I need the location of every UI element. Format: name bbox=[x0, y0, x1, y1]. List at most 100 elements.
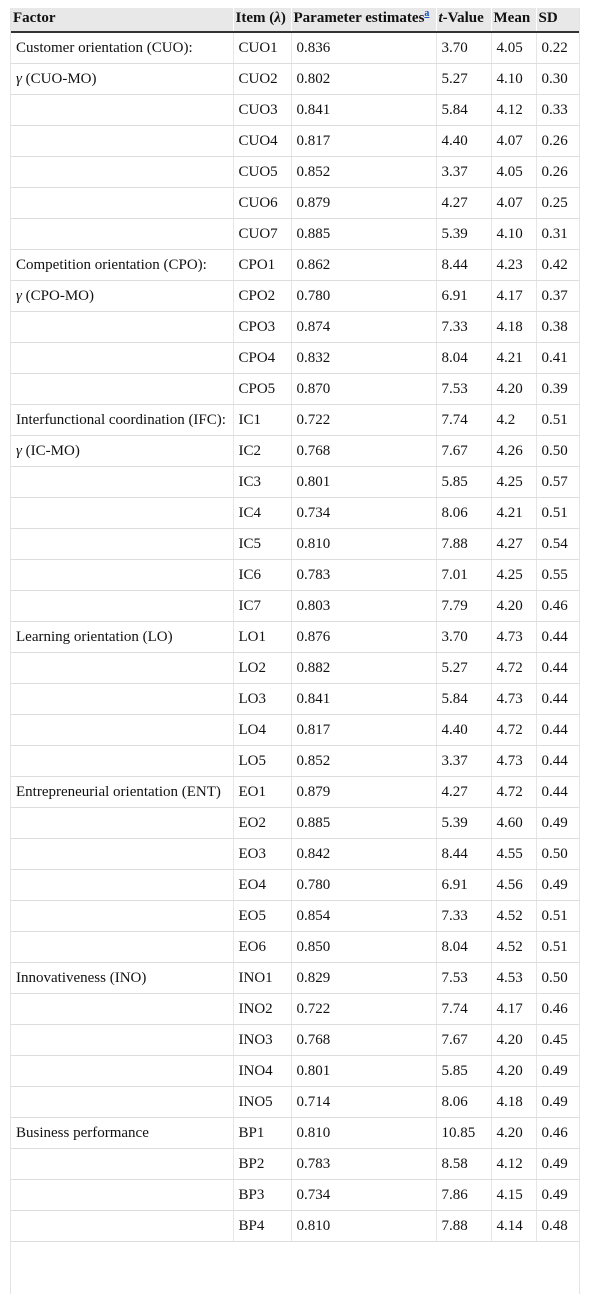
value-cell: CUO3 bbox=[233, 94, 292, 126]
table-row: BP3 0.734 7.86 4.15 0.49 bbox=[11, 1179, 579, 1211]
factor-cell bbox=[11, 528, 234, 560]
table-row: IC3 0.801 5.85 4.25 0.57 bbox=[11, 466, 579, 498]
value-cell: 0.862 bbox=[291, 249, 437, 281]
factor-cell bbox=[11, 714, 234, 746]
table-row: IC7 0.803 7.79 4.20 0.46 bbox=[11, 590, 579, 622]
value-cell: 4.72 bbox=[491, 776, 537, 808]
value-cell: 6.91 bbox=[436, 280, 492, 312]
value-cell: 0.734 bbox=[291, 1179, 437, 1211]
value-cell: 4.55 bbox=[491, 838, 537, 870]
value-cell: 4.72 bbox=[491, 714, 537, 746]
value-cell: 4.25 bbox=[491, 466, 537, 498]
value-cell: 4.23 bbox=[491, 249, 537, 281]
value-cell: 5.84 bbox=[436, 94, 492, 126]
value-cell: 4.05 bbox=[491, 32, 537, 64]
value-cell: 0.54 bbox=[536, 528, 579, 560]
table-row: Interfunctional coordination (IFC): IC1 0.… bbox=[11, 404, 579, 436]
factor-cell: Entrepreneurial orientation (ENT) bbox=[11, 776, 234, 808]
value-cell: CPO4 bbox=[233, 342, 292, 374]
factor-cell bbox=[11, 497, 234, 529]
value-cell: 0.30 bbox=[536, 63, 579, 95]
value-cell: 3.37 bbox=[436, 745, 492, 777]
value-cell: 4.07 bbox=[491, 187, 537, 219]
value-cell: 4.27 bbox=[436, 187, 492, 219]
value-cell: 0.817 bbox=[291, 125, 437, 157]
value-cell: 0.50 bbox=[536, 838, 579, 870]
value-cell: 0.885 bbox=[291, 807, 437, 839]
value-cell: 0.850 bbox=[291, 931, 437, 963]
value-cell: 0.33 bbox=[536, 94, 579, 126]
value-cell: 0.26 bbox=[536, 156, 579, 188]
value-cell: 7.74 bbox=[436, 404, 492, 436]
value-cell: 0.768 bbox=[291, 1024, 437, 1056]
value-cell: CUO4 bbox=[233, 125, 292, 157]
value-cell: CPO2 bbox=[233, 280, 292, 312]
value-cell: IC7 bbox=[233, 590, 292, 622]
value-cell: 0.780 bbox=[291, 280, 437, 312]
value-cell: 0.852 bbox=[291, 156, 437, 188]
value-cell: 4.25 bbox=[491, 559, 537, 591]
value-cell: BP1 bbox=[233, 1117, 292, 1149]
cell-text: Parameter estimates bbox=[293, 10, 425, 26]
value-cell: 0.50 bbox=[536, 962, 579, 994]
value-cell: INO2 bbox=[233, 993, 292, 1025]
value-cell: 0.41 bbox=[536, 342, 579, 374]
table-row: EO6 0.850 8.04 4.52 0.51 bbox=[11, 931, 579, 963]
value-cell: IC6 bbox=[233, 559, 292, 591]
table-row: INO5 0.714 8.06 4.18 0.49 bbox=[11, 1086, 579, 1118]
table-row: Competition orientation (CPO): CPO1 0.862 8… bbox=[11, 249, 579, 281]
factor-cell bbox=[11, 156, 234, 188]
table-row: Entrepreneurial orientation (ENT) EO1 0.87… bbox=[11, 776, 579, 808]
value-cell: 4.52 bbox=[491, 931, 537, 963]
value-cell: 8.44 bbox=[436, 249, 492, 281]
table-row: IC6 0.783 7.01 4.25 0.55 bbox=[11, 559, 579, 591]
cell-text: γ bbox=[16, 288, 22, 304]
data-table: Factor Item (λ) Parameter estimatesa t-Valu… bbox=[11, 8, 579, 1242]
header-cell: Item (λ) bbox=[233, 8, 292, 33]
value-cell: 4.20 bbox=[491, 590, 537, 622]
value-cell: 4.18 bbox=[491, 311, 537, 343]
value-cell: 0.49 bbox=[536, 1086, 579, 1118]
table-row: LO2 0.882 5.27 4.72 0.44 bbox=[11, 652, 579, 684]
value-cell: 5.39 bbox=[436, 807, 492, 839]
value-cell: CUO2 bbox=[233, 63, 292, 95]
value-cell: 0.22 bbox=[536, 32, 579, 64]
cell-text: Customer orientation (CUO): bbox=[16, 40, 193, 56]
value-cell: 5.85 bbox=[436, 466, 492, 498]
value-cell: 0.801 bbox=[291, 1055, 437, 1087]
cell-text: Competition orientation (CPO): bbox=[16, 257, 207, 273]
value-cell: 0.57 bbox=[536, 466, 579, 498]
value-cell: IC5 bbox=[233, 528, 292, 560]
value-cell: 0.852 bbox=[291, 745, 437, 777]
value-cell: 4.14 bbox=[491, 1210, 537, 1242]
value-cell: 0.842 bbox=[291, 838, 437, 870]
value-cell: 0.802 bbox=[291, 63, 437, 95]
value-cell: 7.86 bbox=[436, 1179, 492, 1211]
factor-cell bbox=[11, 1148, 234, 1180]
value-cell: 0.879 bbox=[291, 187, 437, 219]
table-row: LO4 0.817 4.40 4.72 0.44 bbox=[11, 714, 579, 746]
value-cell: IC2 bbox=[233, 435, 292, 467]
value-cell: 7.01 bbox=[436, 559, 492, 591]
cell-text: Item ( bbox=[235, 10, 275, 26]
value-cell: EO2 bbox=[233, 807, 292, 839]
cell-text: (CPO-MO) bbox=[21, 288, 95, 304]
cell-text: Factor bbox=[13, 10, 56, 26]
table-row: CUO6 0.879 4.27 4.07 0.25 bbox=[11, 187, 579, 219]
table-row: EO4 0.780 6.91 4.56 0.49 bbox=[11, 869, 579, 901]
value-cell: 0.42 bbox=[536, 249, 579, 281]
table-row: EO5 0.854 7.33 4.52 0.51 bbox=[11, 900, 579, 932]
value-cell: 0.46 bbox=[536, 993, 579, 1025]
value-cell: CUO6 bbox=[233, 187, 292, 219]
value-cell: 0.49 bbox=[536, 1148, 579, 1180]
footnote-link[interactable]: a bbox=[424, 8, 430, 19]
value-cell: 4.17 bbox=[491, 280, 537, 312]
value-cell: CPO3 bbox=[233, 311, 292, 343]
value-cell: 0.44 bbox=[536, 776, 579, 808]
value-cell: 4.15 bbox=[491, 1179, 537, 1211]
value-cell: 4.12 bbox=[491, 1148, 537, 1180]
factor-cell bbox=[11, 342, 234, 374]
value-cell: 4.20 bbox=[491, 373, 537, 405]
table-row: γ (CPO-MO) CPO2 0.780 6.91 4.17 0.37 bbox=[11, 280, 579, 312]
table-row: CUO3 0.841 5.84 4.12 0.33 bbox=[11, 94, 579, 126]
